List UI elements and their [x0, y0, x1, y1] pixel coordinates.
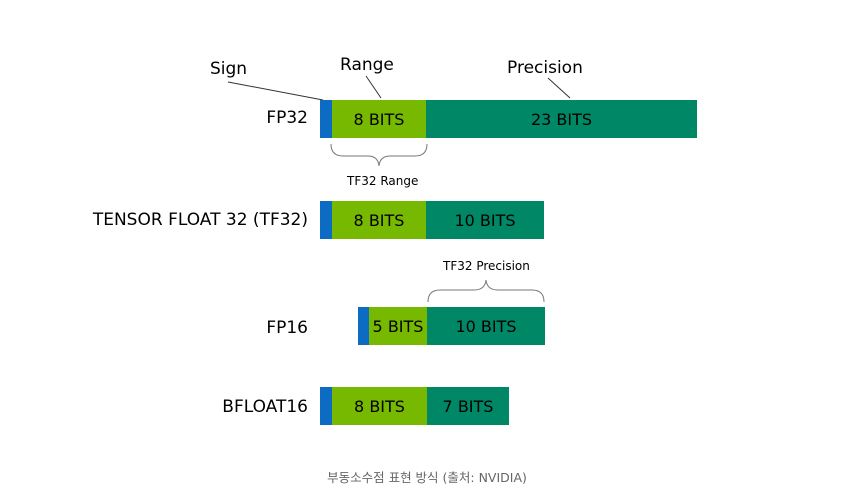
- tf32-range-label: TF32 Range: [347, 174, 419, 188]
- fp16-sign-segment: [358, 307, 369, 345]
- fp32-precision-segment: 23 BITS: [426, 100, 697, 138]
- precision-leader-line: [547, 77, 571, 99]
- bfloat16-precision-bits: 7 BITS: [442, 396, 494, 416]
- tf32-sign-segment: [320, 201, 332, 239]
- sign-header: Sign: [210, 59, 248, 79]
- sign-leader-line: [227, 81, 324, 101]
- fp16-range-segment: 5 BITS: [369, 307, 427, 345]
- bfloat16-precision-segment: 7 BITS: [427, 387, 509, 425]
- bfloat16-range-segment: 8 BITS: [332, 387, 427, 425]
- figure-caption: 부동소수점 표현 방식 (출처: NVIDIA): [327, 470, 527, 485]
- row-label-tf32: TENSOR FLOAT 32 (TF32): [92, 210, 308, 230]
- precision-header: Precision: [507, 58, 583, 78]
- tf32-range-bits: 8 BITS: [353, 210, 405, 230]
- tf32-precision-segment: 10 BITS: [426, 201, 544, 239]
- fp32-sign-segment: [320, 100, 332, 138]
- range-leader-line: [365, 75, 382, 99]
- bfloat16-sign-segment: [320, 387, 332, 425]
- range-header: Range: [340, 55, 394, 75]
- row-label-bfloat16: BFLOAT16: [222, 397, 308, 417]
- tf32-precision-brace: [427, 279, 545, 303]
- fp32-precision-bits: 23 BITS: [530, 109, 593, 129]
- bfloat16-range-bits: 8 BITS: [354, 396, 405, 416]
- fp16-range-bits: 5 BITS: [372, 316, 424, 336]
- fp16-precision-bits: 10 BITS: [455, 316, 517, 336]
- row-label-fp32: FP32: [266, 108, 308, 128]
- fp32-range-bits: 8 BITS: [353, 109, 405, 129]
- tf32-range-segment: 8 BITS: [332, 201, 426, 239]
- tf32-range-brace: [330, 143, 428, 167]
- tf32-precision-label: TF32 Precision: [443, 259, 530, 273]
- fp32-range-segment: 8 BITS: [332, 100, 426, 138]
- row-label-fp16: FP16: [266, 318, 308, 338]
- tf32-precision-bits: 10 BITS: [454, 210, 516, 230]
- fp16-precision-segment: 10 BITS: [427, 307, 545, 345]
